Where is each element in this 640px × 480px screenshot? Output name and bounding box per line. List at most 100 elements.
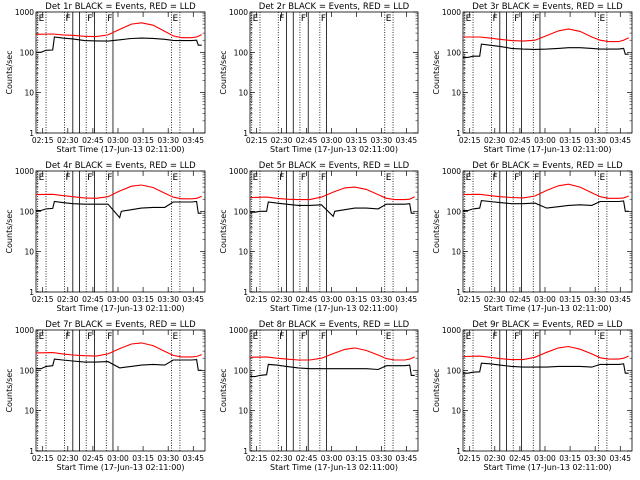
x-axis-label: Start Time (17-Jun-13 02:11:00)	[270, 304, 398, 313]
y-tick-label: 1000	[442, 8, 461, 17]
x-tick-label: 03:45	[182, 136, 204, 145]
y-tick-label: 10	[24, 248, 34, 257]
y-tick-label: 100	[234, 366, 249, 375]
interval-marker-label: F	[301, 332, 306, 342]
y-tick-label: 1	[456, 288, 461, 297]
plot-frame	[249, 170, 419, 293]
x-tick-label: 02:30	[57, 454, 79, 463]
x-tick-label: 03:15	[559, 454, 581, 463]
y-tick-label: 10	[24, 89, 34, 98]
x-tick-label: 03:30	[584, 136, 606, 145]
x-tick-label: 03:00	[321, 136, 343, 145]
y-tick-label: 100	[447, 48, 462, 57]
x-tick-label: 03:45	[396, 454, 418, 463]
x-tick-label: 03:15	[346, 454, 368, 463]
interval-marker-label: F	[301, 173, 306, 183]
y-tick-label: 1000	[15, 8, 34, 17]
x-tick-label: 03:00	[107, 136, 129, 145]
interval-marker-label: E	[600, 14, 606, 24]
interval-marker-label: F	[492, 14, 497, 24]
lld-series-line	[249, 347, 415, 361]
interval-marker-label: F	[534, 173, 539, 183]
y-axis-label: Counts/sec	[219, 368, 228, 412]
x-tick-label: 02:15	[246, 136, 268, 145]
plot-frame	[35, 170, 206, 293]
x-tick-label: 02:45	[509, 295, 531, 304]
y-tick-label: 1	[29, 129, 34, 138]
x-tick-label: 02:15	[459, 136, 481, 145]
x-tick-label: 03:15	[346, 295, 368, 304]
panel-title: Det 4r BLACK = Events, RED = LLD	[45, 161, 196, 171]
interval-marker-label: F	[514, 332, 519, 342]
panel-title: Det 9r BLACK = Events, RED = LLD	[472, 320, 623, 330]
x-tick-label: 03:45	[609, 136, 631, 145]
events-series-line	[36, 36, 202, 53]
interval-marker-label: F	[65, 173, 70, 183]
x-tick-label: 03:30	[584, 454, 606, 463]
lld-series-line	[249, 186, 415, 201]
interval-marker-label: F	[65, 332, 70, 342]
y-axis-label: Counts/sec	[432, 50, 441, 94]
x-tick-label: 02:15	[459, 295, 481, 304]
y-tick-label: 100	[234, 48, 249, 57]
x-tick-label: 02:30	[271, 454, 293, 463]
y-tick-label: 100	[447, 207, 462, 216]
x-tick-label: 02:30	[271, 295, 293, 304]
y-axis-label: Counts/sec	[432, 368, 441, 412]
y-tick-label: 1	[456, 447, 461, 456]
x-tick-label: 02:30	[271, 136, 293, 145]
y-tick-label: 100	[20, 207, 35, 216]
interval-marker-label: F	[107, 14, 112, 24]
y-axis-label: Counts/sec	[5, 368, 14, 412]
y-tick-label: 1	[243, 447, 248, 456]
events-series-line	[36, 200, 202, 219]
y-tick-label: 10	[238, 89, 248, 98]
x-tick-label: 03:15	[132, 454, 154, 463]
x-tick-label: 03:45	[609, 454, 631, 463]
x-tick-label: 02:45	[509, 136, 531, 145]
x-tick-label: 02:15	[246, 454, 268, 463]
interval-marker-label: F	[534, 332, 539, 342]
interval-marker-label: E	[173, 173, 179, 183]
plot-frame	[249, 11, 419, 134]
panel-det-6: Det 6r BLACK = Events, RED = LLD 1 10 100 10…	[432, 161, 633, 313]
panel-title: Det 7r BLACK = Events, RED = LLD	[45, 320, 196, 330]
panel-det-5: Det 5r BLACK = Events, RED = LLD 1 10 100 10…	[219, 161, 419, 313]
plot-frame	[462, 170, 633, 293]
y-tick-label: 1000	[229, 167, 248, 176]
y-axis-label: Counts/sec	[219, 50, 228, 94]
y-tick-label: 10	[451, 89, 461, 98]
x-tick-label: 03:00	[321, 295, 343, 304]
interval-marker-label: E	[39, 14, 45, 24]
x-tick-label: 02:45	[82, 295, 104, 304]
x-tick-label: 02:15	[32, 454, 54, 463]
interval-marker-label: E	[600, 332, 606, 342]
x-tick-label: 02:30	[484, 454, 506, 463]
y-tick-label: 10	[238, 407, 248, 416]
x-tick-label: 03:30	[584, 295, 606, 304]
lld-series-line	[35, 184, 202, 200]
events-series-line	[250, 363, 415, 378]
interval-marker-label: F	[65, 14, 70, 24]
interval-marker-label: E	[386, 332, 392, 342]
x-tick-label: 03:15	[559, 295, 581, 304]
y-tick-label: 10	[451, 248, 461, 257]
y-tick-label: 1000	[442, 167, 461, 176]
x-axis-label: Start Time (17-Jun-13 02:11:00)	[484, 304, 612, 313]
x-tick-label: 02:15	[32, 136, 54, 145]
plot-frame	[249, 329, 419, 452]
panel-det-4: Det 4r BLACK = Events, RED = LLD 1 10 100 10…	[5, 161, 206, 313]
panel-det-7: Det 7r BLACK = Events, RED = LLD 1 10 100 10…	[5, 320, 206, 472]
y-tick-label: 100	[234, 207, 249, 216]
interval-marker-label: F	[107, 173, 112, 183]
panel-det-2: Det 2r BLACK = Events, RED = LLD 1 10 100 10…	[219, 2, 419, 154]
interval-marker-label: E	[466, 173, 472, 183]
x-tick-label: 03:45	[182, 454, 204, 463]
interval-marker-label: F	[321, 173, 326, 183]
x-tick-label: 03:45	[609, 295, 631, 304]
interval-marker-label: F	[514, 14, 519, 24]
x-tick-label: 03:15	[132, 295, 154, 304]
interval-marker-label: E	[466, 14, 472, 24]
y-tick-label: 1	[29, 288, 34, 297]
y-tick-label: 1	[29, 447, 34, 456]
